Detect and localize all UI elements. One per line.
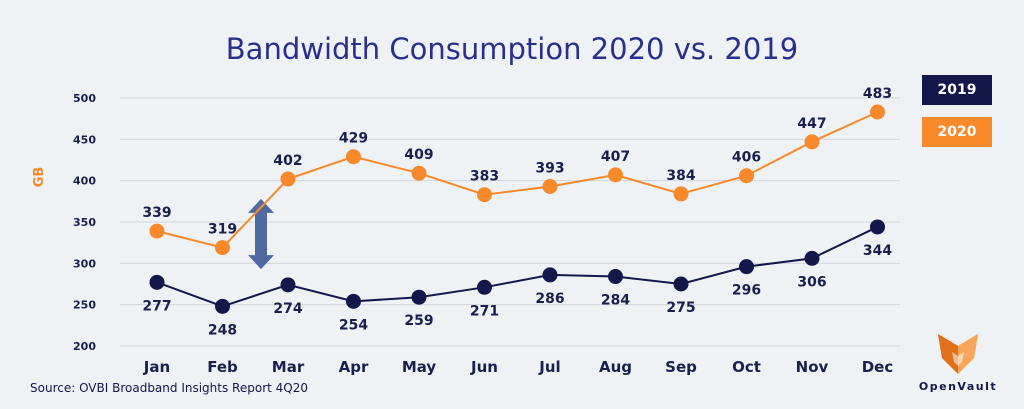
data-point-2019 <box>346 293 361 309</box>
y-tick-label: 200 <box>73 340 96 353</box>
series-2020: 339 319 402 429 409 383 393 407 384 406 447 483 <box>142 86 892 256</box>
series-2019: 277 248 274 254 259 271 286 284 275 296 306 344 <box>142 219 892 338</box>
data-label-2019: 254 <box>339 317 368 333</box>
data-label-2020: 319 <box>208 222 237 238</box>
data-label-2019: 248 <box>208 322 237 338</box>
data-label-2019: 286 <box>535 291 564 307</box>
data-point-2019 <box>870 219 885 235</box>
x-tick-label: Jan <box>143 358 170 376</box>
data-point-2020 <box>870 104 885 120</box>
data-point-2019 <box>215 298 230 314</box>
data-label-2019: 259 <box>404 313 433 329</box>
grid-lines <box>120 97 900 347</box>
y-tick-labels: 200 250 300 350 400 450 500 <box>73 92 96 353</box>
openvault-logo-icon <box>938 334 978 374</box>
data-point-2020 <box>542 178 558 194</box>
data-label-2019: 275 <box>666 300 695 316</box>
data-point-2019 <box>673 276 689 292</box>
data-point-2020 <box>346 149 361 165</box>
y-tick-label: 300 <box>73 257 96 270</box>
data-label-2020: 447 <box>797 116 826 132</box>
data-point-2020 <box>477 187 492 203</box>
data-point-2019 <box>149 274 165 290</box>
data-label-2020: 483 <box>863 86 892 102</box>
data-label-2019: 306 <box>797 274 826 290</box>
x-tick-label: Oct <box>732 358 761 376</box>
x-tick-label: Sep <box>665 358 697 376</box>
chart-title: Bandwidth Consumption 2020 vs. 2019 <box>226 32 798 66</box>
legend-item-2020: 2020 <box>922 117 992 147</box>
y-tick-label: 400 <box>73 175 96 188</box>
x-tick-label: Jul <box>538 358 560 376</box>
x-tick-label: Nov <box>796 358 829 376</box>
series-line-2019 <box>156 226 878 308</box>
data-point-2020 <box>739 168 754 184</box>
data-label-2020: 384 <box>666 168 695 184</box>
data-label-2019: 284 <box>601 293 630 309</box>
legend-item-2019: 2019 <box>922 75 992 105</box>
data-label-2020: 409 <box>404 147 433 163</box>
comparison-arrow <box>248 198 274 270</box>
x-tick-label: Feb <box>207 358 238 376</box>
data-label-2020: 429 <box>339 131 368 147</box>
series-line-2020 <box>156 111 878 249</box>
data-point-2020 <box>411 165 427 181</box>
data-point-2019 <box>739 259 754 275</box>
logo-wordmark: OpenVault <box>918 380 998 393</box>
data-label-2019: 344 <box>863 243 892 259</box>
y-tick-label: 350 <box>73 216 96 229</box>
data-label-2019: 271 <box>470 303 499 319</box>
data-label-2020: 402 <box>273 153 302 169</box>
y-axis-label: GB <box>32 167 47 188</box>
data-label-2020: 393 <box>535 160 564 176</box>
x-tick-label: May <box>402 358 437 376</box>
x-tick-label: Mar <box>272 358 305 376</box>
source-note: Source: OVBI Broadband Insights Report 4… <box>30 381 308 395</box>
double-arrow-icon <box>248 198 274 270</box>
data-point-2019 <box>542 267 558 283</box>
data-point-2020 <box>804 134 820 150</box>
data-point-2020 <box>149 223 165 239</box>
data-label-2020: 407 <box>601 149 630 165</box>
data-point-2020 <box>215 240 230 256</box>
data-point-2020 <box>673 186 689 202</box>
data-point-2020 <box>608 167 623 183</box>
data-label-2019: 277 <box>142 298 171 314</box>
x-tick-label: Jun <box>470 358 498 376</box>
x-tick-label: Dec <box>862 358 894 376</box>
data-point-2020 <box>280 171 296 187</box>
x-tick-label: Aug <box>599 358 632 376</box>
x-tick-labels: Jan Feb Mar Apr May Jun Jul Aug Sep Oct Nov Dec <box>143 358 893 376</box>
openvault-logo: OpenVault <box>912 328 1004 398</box>
data-point-2019 <box>608 269 623 285</box>
data-point-2019 <box>804 250 820 266</box>
y-tick-label: 450 <box>73 133 96 146</box>
y-tick-label: 250 <box>73 299 96 312</box>
data-label-2020: 383 <box>470 169 499 185</box>
y-tick-label: 500 <box>73 92 96 105</box>
data-label-2020: 406 <box>732 150 761 166</box>
data-point-2019 <box>280 277 296 293</box>
data-label-2020: 339 <box>142 205 171 221</box>
x-tick-label: Apr <box>339 358 369 376</box>
data-point-2019 <box>411 289 427 305</box>
data-label-2019: 296 <box>732 283 761 299</box>
data-label-2019: 274 <box>273 301 302 317</box>
data-point-2019 <box>477 279 492 295</box>
